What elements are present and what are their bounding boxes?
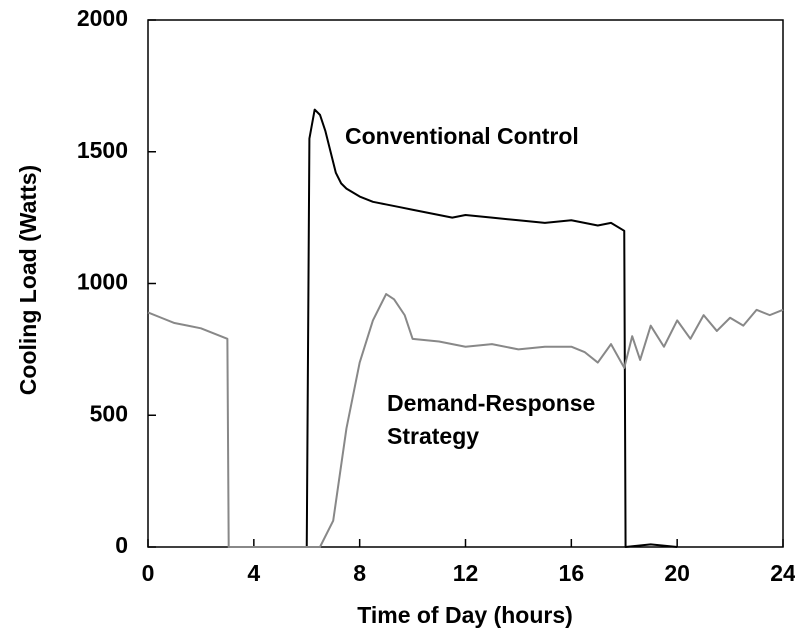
x-tick-label: 20: [664, 560, 690, 586]
y-tick-label: 1500: [77, 137, 128, 163]
x-tick-label: 4: [247, 560, 260, 586]
y-tick-label: 1000: [77, 269, 128, 295]
series-line: [147, 293, 784, 548]
x-tick-label: 12: [453, 560, 479, 586]
x-tick-label: 8: [353, 560, 366, 586]
y-axis-title: Cooling Load (Watts): [15, 165, 41, 395]
annotation: Conventional Control: [345, 123, 579, 149]
x-axis-title: Time of Day (hours): [357, 602, 573, 628]
x-tick-label: 24: [770, 560, 795, 586]
series-line: [305, 108, 678, 548]
y-tick-label: 2000: [77, 5, 128, 31]
y-tick-label: 500: [90, 400, 128, 426]
plot-frame: [147, 19, 784, 548]
annotation: Strategy: [387, 423, 479, 449]
y-tick-label: 0: [115, 532, 128, 558]
x-tick-label: 0: [142, 560, 155, 586]
annotation: Demand-Response: [387, 390, 595, 416]
x-tick-label: 16: [559, 560, 585, 586]
